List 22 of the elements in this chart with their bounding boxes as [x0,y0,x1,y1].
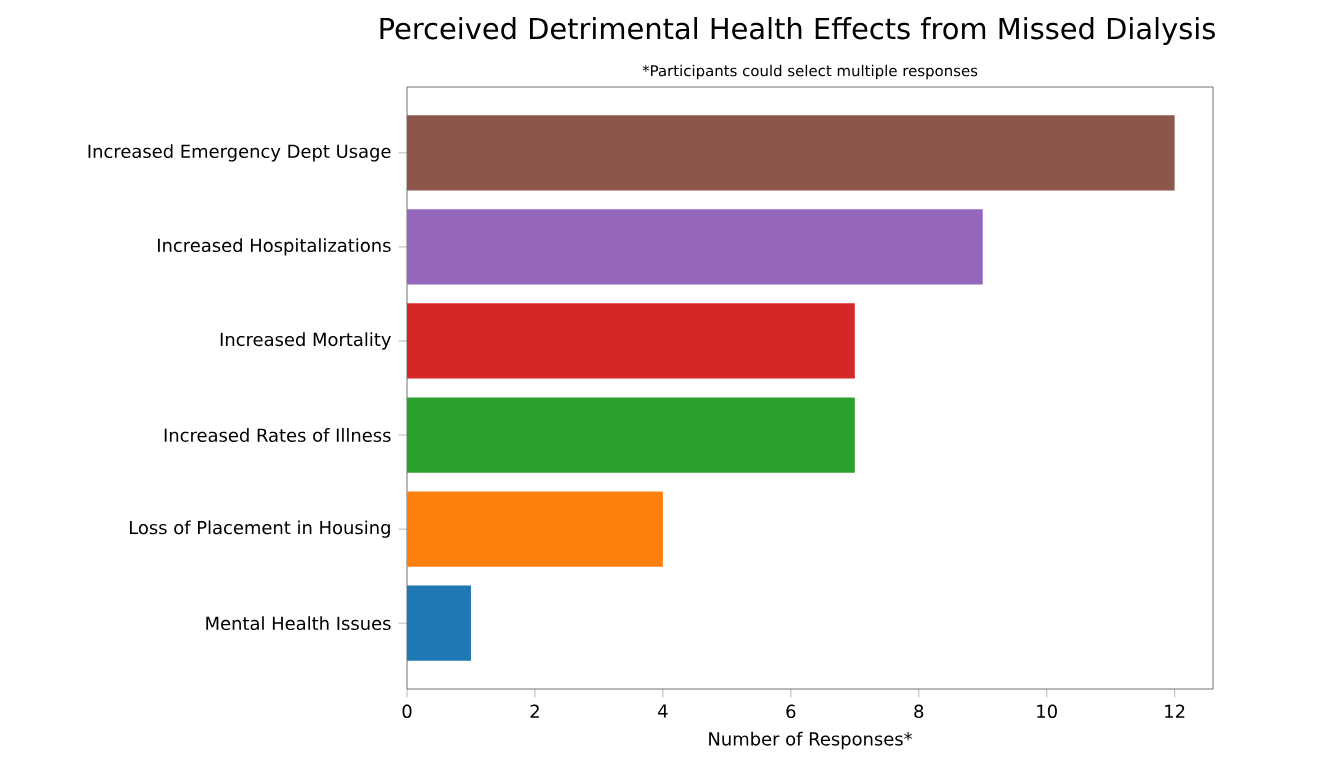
y-tick-label: Increased Hospitalizations [158,238,391,256]
x-tick-label: 0 [402,704,412,719]
bar [407,397,855,473]
x-tick-label: 8 [914,704,924,719]
x-axis-title: Number of Responses* [709,731,913,750]
chart-title: Perceived Detrimental Health Effects from Missed Dialysis [380,17,1215,45]
x-tick-label: 4 [658,704,668,718]
y-tick-label: Loss of Placement in Housing [129,520,390,538]
x-tick-label: 6 [786,704,796,719]
bar [407,303,855,379]
y-tick-label: Mental Health Issues [206,616,391,631]
bar [407,209,983,285]
x-tick-label: 10 [1037,704,1057,719]
bar [407,585,471,661]
bar [407,491,663,567]
x-tick-label: 12 [1165,704,1185,718]
chart-subtitle: *Participants could select multiple responses [642,64,978,80]
x-tick-label: 2 [530,704,539,718]
y-tick-label: Increased Rates of Illness [164,428,391,442]
y-tick-label: Increased Mortality [220,332,391,350]
bar [407,115,1175,191]
y-tick-label: Increased Emergency Dept Usage [88,144,391,162]
